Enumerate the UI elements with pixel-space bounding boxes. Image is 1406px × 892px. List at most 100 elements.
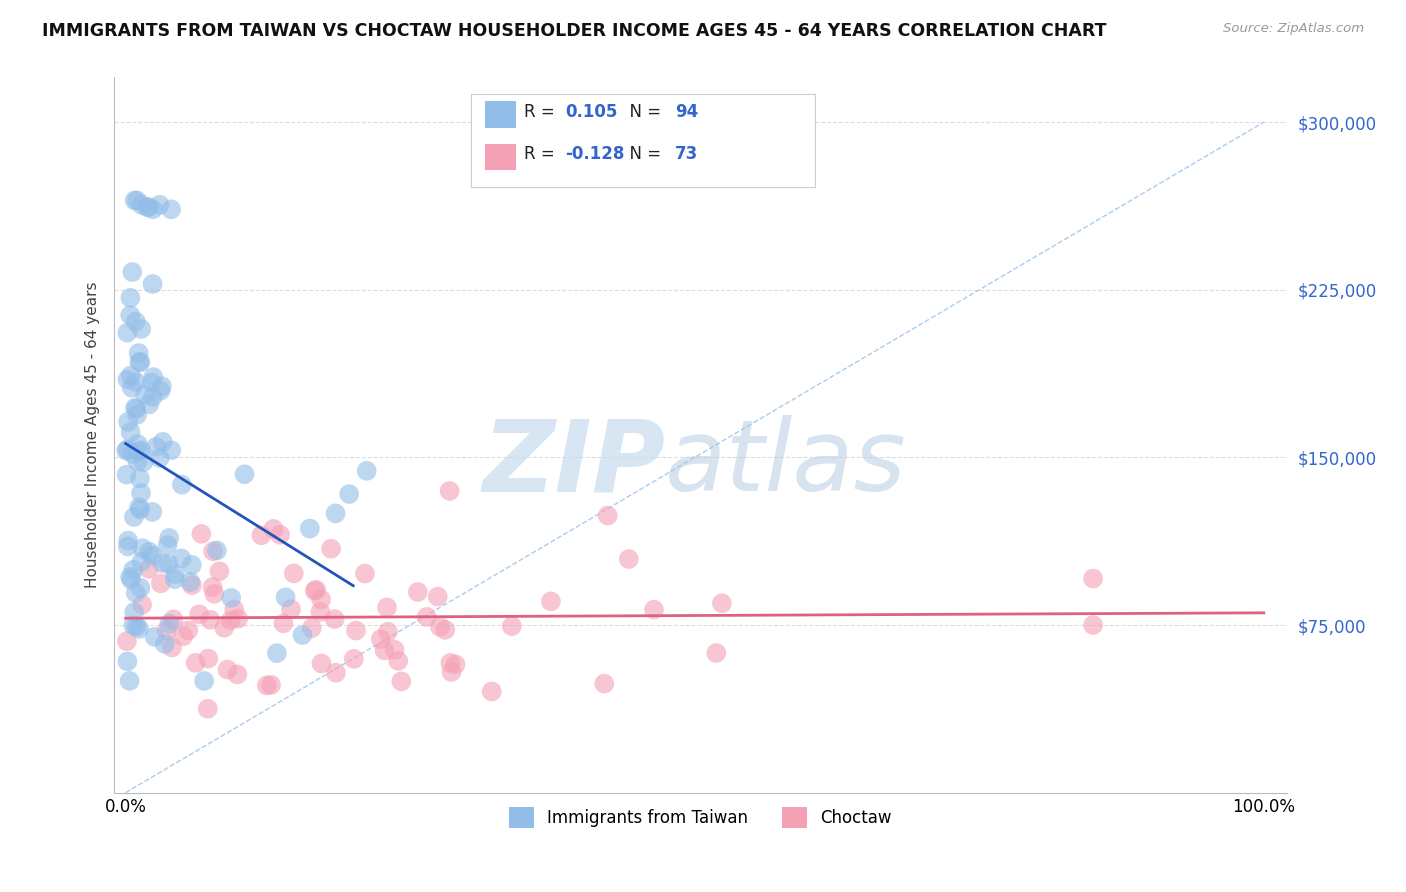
Point bbox=[125, 619, 148, 633]
Point bbox=[142, 370, 165, 384]
Point bbox=[501, 619, 523, 633]
Point bbox=[142, 277, 165, 291]
Point bbox=[121, 265, 143, 279]
Point bbox=[181, 578, 204, 592]
Point bbox=[138, 562, 160, 576]
Point bbox=[198, 613, 221, 627]
Text: N =: N = bbox=[619, 103, 666, 120]
Point bbox=[205, 543, 228, 558]
Point bbox=[157, 557, 180, 571]
Point bbox=[184, 656, 207, 670]
Point bbox=[122, 618, 145, 632]
Point bbox=[127, 444, 149, 458]
Point bbox=[202, 544, 225, 558]
Point bbox=[224, 602, 246, 616]
Point bbox=[128, 346, 150, 360]
Point bbox=[354, 566, 377, 581]
Point bbox=[389, 674, 412, 689]
Point bbox=[156, 624, 179, 638]
Point bbox=[129, 472, 152, 486]
Text: R =: R = bbox=[524, 145, 561, 163]
Point bbox=[373, 643, 395, 657]
Point bbox=[704, 646, 727, 660]
Point bbox=[384, 642, 406, 657]
Point bbox=[226, 612, 249, 626]
Point bbox=[481, 684, 503, 698]
Point bbox=[150, 556, 173, 570]
Point bbox=[170, 551, 193, 566]
Text: 0.105: 0.105 bbox=[565, 103, 617, 120]
Point bbox=[370, 632, 392, 647]
Point bbox=[325, 665, 347, 680]
Point bbox=[593, 676, 616, 690]
Text: -0.128: -0.128 bbox=[565, 145, 624, 163]
Point bbox=[120, 570, 142, 584]
Point bbox=[150, 379, 173, 393]
Point bbox=[180, 558, 202, 572]
Point bbox=[132, 455, 155, 469]
Point bbox=[149, 576, 172, 591]
Point bbox=[262, 522, 284, 536]
Point bbox=[149, 384, 172, 398]
Point bbox=[233, 467, 256, 482]
Point bbox=[117, 372, 139, 386]
Point bbox=[134, 387, 156, 401]
Point bbox=[157, 531, 180, 545]
Point bbox=[256, 678, 278, 692]
Point bbox=[149, 198, 172, 212]
Point bbox=[250, 528, 273, 542]
Point bbox=[193, 673, 215, 688]
Point bbox=[406, 585, 429, 599]
Point bbox=[129, 581, 152, 595]
Point bbox=[343, 652, 366, 666]
Point bbox=[309, 592, 332, 607]
Point bbox=[128, 622, 150, 636]
Point bbox=[304, 583, 326, 598]
Text: 73: 73 bbox=[675, 145, 699, 163]
Point bbox=[117, 540, 139, 554]
Point bbox=[1081, 618, 1104, 632]
Point bbox=[208, 564, 231, 578]
Point bbox=[710, 596, 733, 610]
Point bbox=[121, 381, 143, 395]
Point bbox=[439, 656, 461, 670]
Point bbox=[141, 549, 163, 563]
Point bbox=[1081, 572, 1104, 586]
Point bbox=[138, 397, 160, 411]
Point bbox=[444, 657, 467, 672]
Point bbox=[217, 663, 239, 677]
Point bbox=[122, 510, 145, 524]
Point bbox=[117, 442, 139, 457]
Point bbox=[127, 437, 149, 451]
Point bbox=[266, 646, 288, 660]
Point bbox=[325, 507, 347, 521]
Point bbox=[120, 573, 142, 587]
Point bbox=[617, 552, 640, 566]
Point bbox=[219, 591, 242, 605]
Point bbox=[219, 613, 242, 627]
Point bbox=[540, 594, 562, 608]
Point bbox=[643, 602, 665, 616]
Point bbox=[129, 322, 152, 336]
Point bbox=[156, 538, 179, 552]
Point bbox=[201, 580, 224, 594]
Point bbox=[301, 621, 323, 635]
Point bbox=[117, 654, 139, 668]
Point bbox=[197, 702, 219, 716]
Point bbox=[429, 620, 451, 634]
Point bbox=[127, 408, 149, 422]
Point bbox=[128, 500, 150, 515]
Point bbox=[440, 665, 463, 679]
Point bbox=[163, 572, 186, 586]
Point bbox=[143, 630, 166, 644]
Point bbox=[142, 390, 165, 404]
Legend: Immigrants from Taiwan, Choctaw: Immigrants from Taiwan, Choctaw bbox=[502, 801, 898, 834]
Point bbox=[120, 308, 142, 322]
Point bbox=[197, 651, 219, 665]
Point bbox=[115, 634, 138, 648]
Point bbox=[188, 607, 211, 622]
Point bbox=[152, 434, 174, 449]
Text: N =: N = bbox=[619, 145, 666, 163]
Point bbox=[177, 624, 200, 638]
Point bbox=[170, 477, 193, 491]
